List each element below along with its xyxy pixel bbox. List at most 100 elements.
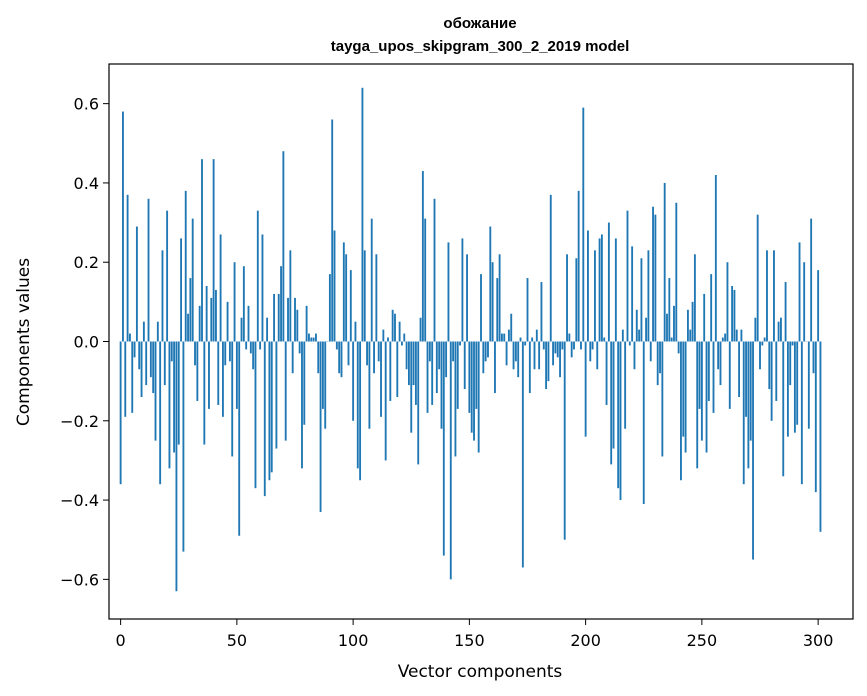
bar-151 (470, 341, 473, 433)
bar-133 (428, 341, 431, 362)
bar-127 (414, 341, 417, 405)
bar-232 (659, 341, 661, 374)
bar-121 (401, 341, 403, 346)
bar-75 (294, 297, 296, 342)
bar-12 (147, 198, 150, 342)
y-tick-label: 0.6 (74, 95, 99, 114)
bar-182 (542, 341, 545, 350)
bar-3 (126, 194, 129, 342)
bar-165 (503, 333, 506, 342)
bar-10 (142, 321, 145, 342)
bar-9 (140, 341, 143, 397)
bar-284 (780, 317, 782, 342)
bar-228 (649, 341, 652, 362)
bar-7 (135, 226, 138, 342)
bar-273 (754, 317, 757, 342)
bar-90 (328, 274, 331, 342)
bar-275 (759, 341, 761, 370)
bar-23 (173, 341, 176, 453)
bar-62 (263, 341, 266, 497)
bar-128 (417, 341, 420, 465)
bar-154 (477, 341, 480, 453)
bar-42 (217, 341, 220, 405)
x-tick-label: 300 (803, 631, 834, 650)
bar-164 (500, 333, 503, 342)
bar-138 (440, 341, 443, 429)
bar-102 (356, 341, 359, 469)
bar-231 (656, 341, 659, 386)
bar-126 (412, 341, 415, 386)
bar-78 (301, 341, 303, 469)
bar-149 (466, 254, 468, 342)
bar-190 (561, 341, 564, 350)
bar-253 (707, 341, 710, 401)
bar-287 (786, 341, 789, 437)
bar-44 (222, 341, 224, 417)
bar-64 (268, 341, 271, 481)
bar-66 (273, 293, 275, 342)
bar-57 (252, 341, 255, 370)
bar-4 (129, 333, 131, 342)
bar-41 (215, 289, 217, 342)
bar-140 (445, 341, 448, 378)
bar-191 (563, 341, 566, 540)
bar-71 (284, 341, 287, 441)
bar-211 (610, 341, 613, 465)
bar-146 (459, 341, 461, 346)
bar-74 (291, 341, 294, 374)
bar-122 (403, 333, 406, 342)
bar-251 (703, 293, 706, 342)
bar-93 (335, 341, 338, 350)
bar-76 (296, 309, 299, 342)
bar-282 (775, 341, 778, 401)
bar-24 (175, 341, 178, 592)
bar-246 (691, 301, 694, 342)
bar-119 (396, 341, 399, 397)
bar-227 (647, 250, 650, 342)
bar-81 (308, 333, 310, 342)
bar-156 (482, 341, 485, 374)
bar-105 (363, 250, 366, 342)
bar-291 (796, 341, 799, 425)
bar-34 (198, 305, 201, 342)
bar-294 (803, 262, 806, 342)
bar-108 (370, 218, 373, 342)
bar-293 (800, 341, 803, 485)
bar-181 (540, 282, 543, 342)
bar-113 (382, 329, 385, 342)
bar-30 (189, 278, 192, 342)
x-tick-label: 150 (454, 631, 485, 650)
bar-274 (756, 214, 759, 342)
bar-27 (182, 341, 185, 552)
bar-177 (531, 337, 534, 342)
bar-205 (596, 341, 599, 370)
bar-36 (203, 341, 206, 445)
bar-218 (626, 210, 629, 342)
bar-223 (638, 329, 641, 342)
bar-288 (789, 341, 792, 386)
x-tick-label: 250 (687, 631, 718, 650)
y-tick-label: −0.6 (60, 570, 99, 589)
bar-32 (194, 341, 196, 366)
bar-130 (421, 171, 424, 342)
bar-79 (303, 341, 306, 425)
bar-117 (391, 309, 394, 342)
bar-43 (219, 234, 222, 342)
bar-239 (675, 202, 678, 342)
bar-212 (612, 341, 615, 449)
bar-109 (373, 341, 375, 374)
bar-118 (394, 313, 396, 342)
bar-63 (266, 317, 269, 342)
bar-169 (512, 341, 515, 370)
bar-143 (452, 341, 455, 362)
bar-60 (259, 341, 262, 350)
bar-161 (494, 341, 496, 394)
bar-33 (196, 341, 199, 401)
bar-152 (473, 341, 475, 441)
bar-82 (310, 337, 313, 342)
bar-283 (777, 321, 780, 342)
bar-1 (122, 111, 124, 342)
bar-88 (324, 341, 327, 429)
y-tick-label: 0.2 (74, 253, 99, 272)
bar-213 (614, 238, 617, 342)
